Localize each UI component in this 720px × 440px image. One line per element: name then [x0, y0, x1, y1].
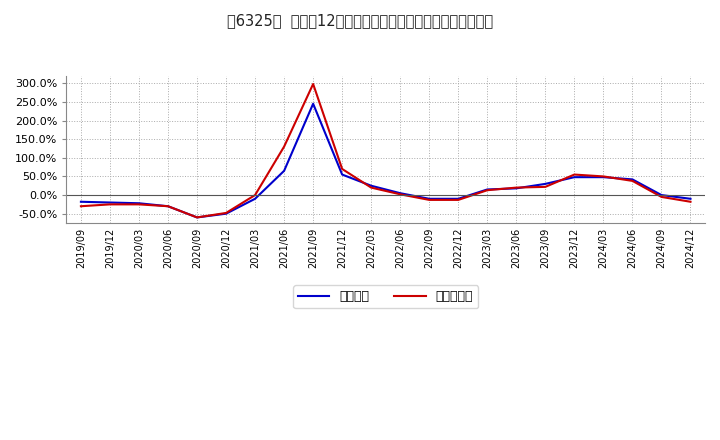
Line: 当期純利益: 当期純利益: [81, 84, 690, 217]
経常利益: [251, 196, 259, 202]
経常利益: [309, 101, 318, 106]
経常利益: [338, 172, 346, 177]
当期純利益: [425, 197, 433, 202]
Text: ［6325］  利益だ12か月移動合計の対前年同期増減率の推移: ［6325］ 利益だ12か月移動合計の対前年同期増減率の推移: [227, 13, 493, 28]
当期純利益: [541, 184, 549, 190]
当期純利益: [367, 185, 376, 190]
経常利益: [396, 191, 405, 196]
経常利益: [76, 199, 85, 205]
経常利益: [163, 204, 172, 209]
経常利益: [135, 201, 143, 206]
経常利益: [454, 196, 462, 202]
当期純利益: [76, 204, 85, 209]
経常利益: [686, 196, 695, 202]
経常利益: [657, 192, 666, 198]
経常利益: [280, 168, 289, 173]
当期純利益: [280, 144, 289, 149]
当期純利益: [512, 185, 521, 190]
当期純利益: [135, 202, 143, 207]
当期純利益: [222, 210, 230, 216]
当期純利益: [570, 172, 579, 177]
経常利益: [512, 186, 521, 191]
当期純利益: [686, 199, 695, 205]
経常利益: [222, 211, 230, 216]
当期純利益: [106, 202, 114, 207]
当期純利益: [454, 197, 462, 202]
当期純利益: [599, 174, 608, 179]
当期純利益: [251, 192, 259, 198]
Line: 経常利益: 経常利益: [81, 104, 690, 217]
当期純利益: [338, 166, 346, 172]
当期純利益: [309, 81, 318, 87]
経常利益: [193, 215, 202, 220]
当期純利益: [483, 187, 492, 193]
経常利益: [483, 187, 492, 192]
経常利益: [106, 200, 114, 205]
Legend: 経常利益, 当期純利益: 経常利益, 当期純利益: [293, 285, 478, 308]
経常利益: [541, 181, 549, 187]
当期純利益: [193, 215, 202, 220]
当期純利益: [657, 194, 666, 200]
経常利益: [367, 183, 376, 188]
当期純利益: [163, 204, 172, 209]
経常利益: [570, 175, 579, 180]
経常利益: [599, 175, 608, 180]
当期純利益: [396, 192, 405, 197]
経常利益: [628, 177, 636, 182]
経常利益: [425, 196, 433, 202]
当期純利益: [628, 178, 636, 183]
